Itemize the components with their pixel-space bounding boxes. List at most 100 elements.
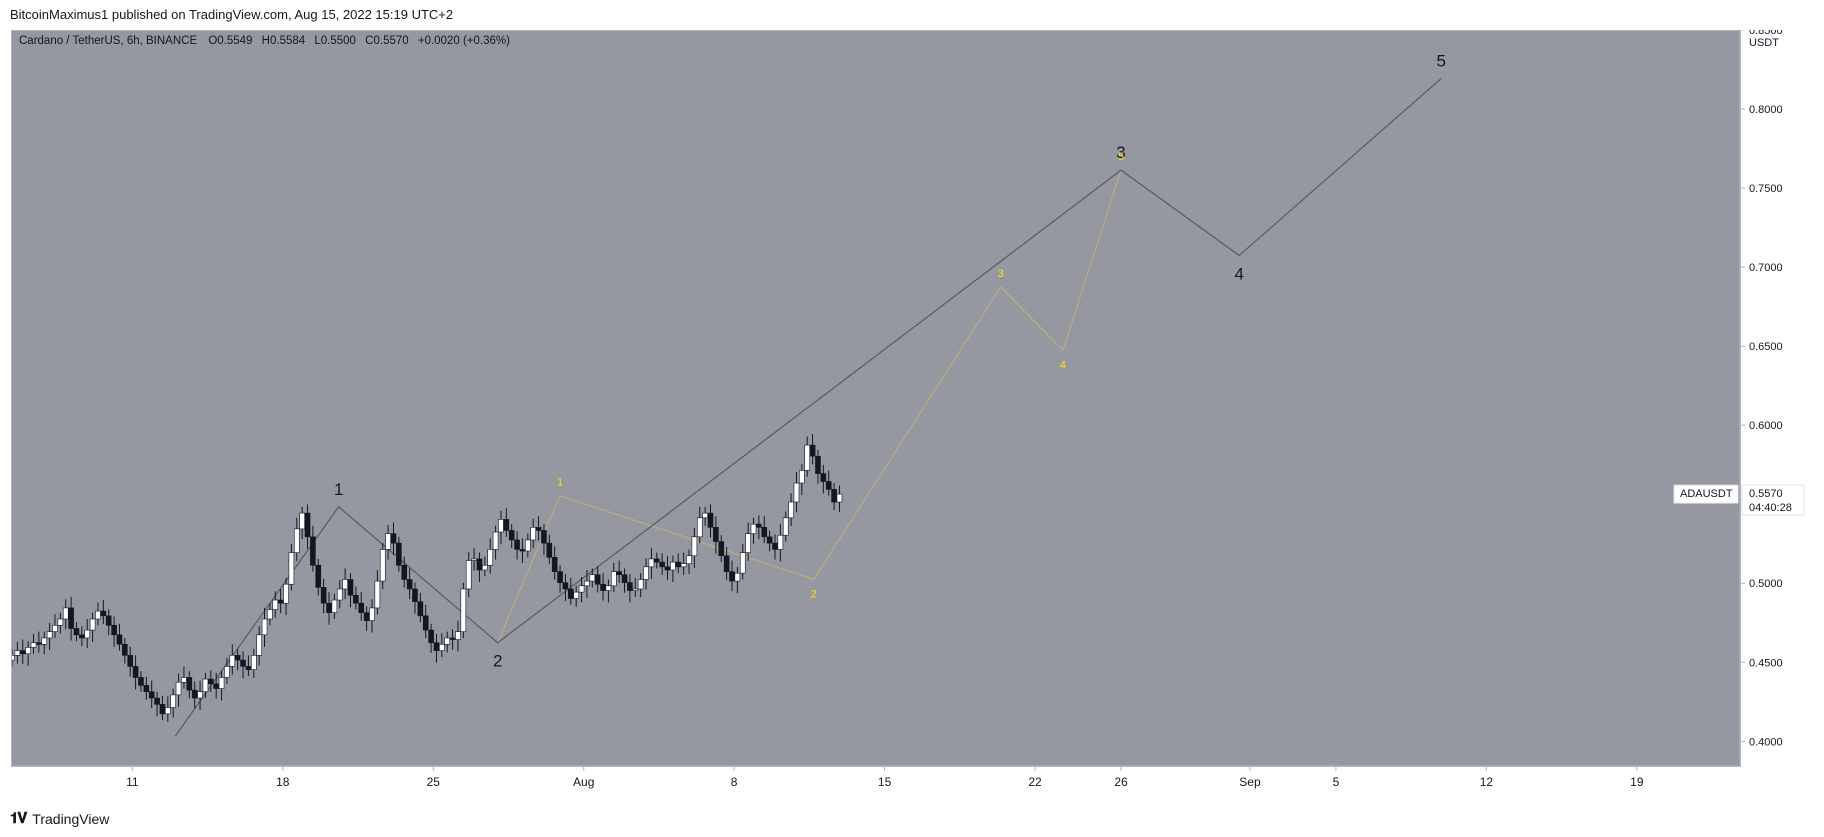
close-label: C — [365, 35, 373, 47]
time-axis-ticks: 11 18 25 Aug 8 15 22 26 Sep 5 12 19 — [126, 767, 1644, 789]
candle — [401, 556, 408, 588]
candle — [648, 547, 655, 579]
last-price-tag[interactable]: 0.5570 04:40:28 — [1741, 484, 1805, 516]
candle — [127, 646, 134, 677]
candle — [347, 573, 354, 608]
tradingview-logo-icon: 𝟏𝐕 — [10, 810, 27, 827]
chart-panel[interactable]: 1 2 3 4 5 1 2 3 4 5 Cardano / TetherUS, 6h, BINAN… — [9, 30, 1741, 767]
candle — [331, 593, 338, 619]
symbol-name: Cardano / TetherUS, 6h, BINANCE — [19, 35, 197, 47]
close-value: 0.5570 — [373, 35, 408, 47]
publisher-caption: BitcoinMaximus1 published on TradingView… — [10, 7, 454, 22]
candle — [202, 672, 209, 699]
time-tick-label: 19 — [1630, 775, 1644, 789]
candle — [627, 573, 633, 603]
wave-labels: 1 2 3 4 5 1 2 3 4 5 — [334, 51, 1446, 670]
candle — [815, 449, 821, 484]
candle — [455, 620, 461, 652]
high-label: H — [262, 35, 270, 47]
candle — [777, 524, 784, 562]
candle — [568, 577, 574, 605]
candle — [272, 591, 279, 618]
time-tick-label: 15 — [878, 775, 892, 789]
candle — [756, 515, 762, 540]
candle — [100, 600, 107, 625]
sub-wave-label: 4 — [1060, 359, 1066, 371]
candle — [530, 518, 536, 549]
candle — [261, 607, 268, 647]
candle — [804, 436, 811, 477]
price-tick-label: 0.8500 — [1749, 30, 1783, 37]
sub-wave-label: 2 — [811, 588, 817, 600]
candle — [492, 525, 499, 560]
candle — [482, 556, 488, 577]
candle — [659, 553, 665, 576]
candle — [46, 622, 53, 650]
candle — [589, 568, 596, 588]
footer-brand[interactable]: 𝟏𝐕 TradingView — [10, 810, 109, 827]
candle — [175, 673, 182, 707]
price-tick-label: 0.7000 — [1749, 262, 1783, 274]
candle — [358, 592, 365, 621]
time-tick-label: 26 — [1114, 775, 1128, 789]
candle — [326, 592, 332, 625]
candle — [696, 506, 703, 544]
candle — [551, 546, 558, 580]
candle — [288, 543, 295, 591]
symbol-legend: Cardano / TetherUS, 6h, BINANCE O0.5549 … — [19, 35, 510, 47]
sub-wave-label: 3 — [998, 268, 1004, 280]
candle — [191, 681, 198, 709]
candle — [621, 568, 628, 593]
candle — [111, 616, 117, 647]
candle — [476, 552, 483, 583]
candle — [680, 552, 687, 576]
candle — [675, 553, 682, 574]
candlesticks — [9, 434, 843, 723]
plot-area[interactable] — [12, 31, 1740, 766]
candle — [396, 536, 402, 572]
price-chart[interactable]: 1 2 3 4 5 1 2 3 4 5 Cardano / TetherUS, 6h, BINAN… — [9, 31, 1741, 767]
candle — [181, 666, 187, 689]
candle — [433, 634, 440, 663]
time-axis[interactable]: 11 18 25 Aug 8 15 22 26 Sep 5 12 19 — [11, 767, 1741, 797]
candle — [600, 573, 606, 601]
candle — [723, 547, 730, 580]
candle — [836, 485, 843, 513]
candle — [809, 434, 816, 465]
time-tick-label: 8 — [731, 775, 738, 789]
time-tick-label: Sep — [1239, 775, 1261, 789]
candle — [632, 577, 639, 597]
candle — [605, 579, 612, 603]
candle — [702, 506, 708, 527]
candle — [336, 580, 343, 609]
candle — [342, 568, 348, 600]
candle — [503, 508, 510, 537]
candle — [535, 516, 542, 541]
candle — [250, 649, 257, 678]
candle — [68, 596, 74, 641]
candle — [707, 504, 714, 538]
sub-wave-label: 5 — [1118, 151, 1124, 163]
candle — [610, 562, 617, 593]
candle — [793, 472, 800, 513]
candle — [519, 538, 526, 564]
candle — [616, 560, 622, 583]
price-axis[interactable]: USDT 0.40000.45000.50000.55000.60000.650… — [1741, 30, 1821, 767]
time-tick-label: 25 — [427, 775, 441, 789]
candle — [19, 639, 26, 664]
candle — [218, 671, 225, 701]
candle — [573, 585, 579, 607]
candle — [320, 578, 327, 614]
candle — [277, 588, 284, 614]
last-price: 0.5570 — [1749, 488, 1783, 500]
price-tick-label: 0.6500 — [1749, 341, 1783, 353]
candle — [562, 573, 569, 601]
candle — [89, 612, 96, 643]
sub-wave-label: 1 — [557, 477, 563, 489]
candle — [132, 655, 139, 690]
candle — [498, 510, 504, 545]
candle — [154, 691, 160, 717]
candle — [79, 626, 85, 647]
candle — [159, 695, 166, 721]
candle — [52, 614, 58, 638]
